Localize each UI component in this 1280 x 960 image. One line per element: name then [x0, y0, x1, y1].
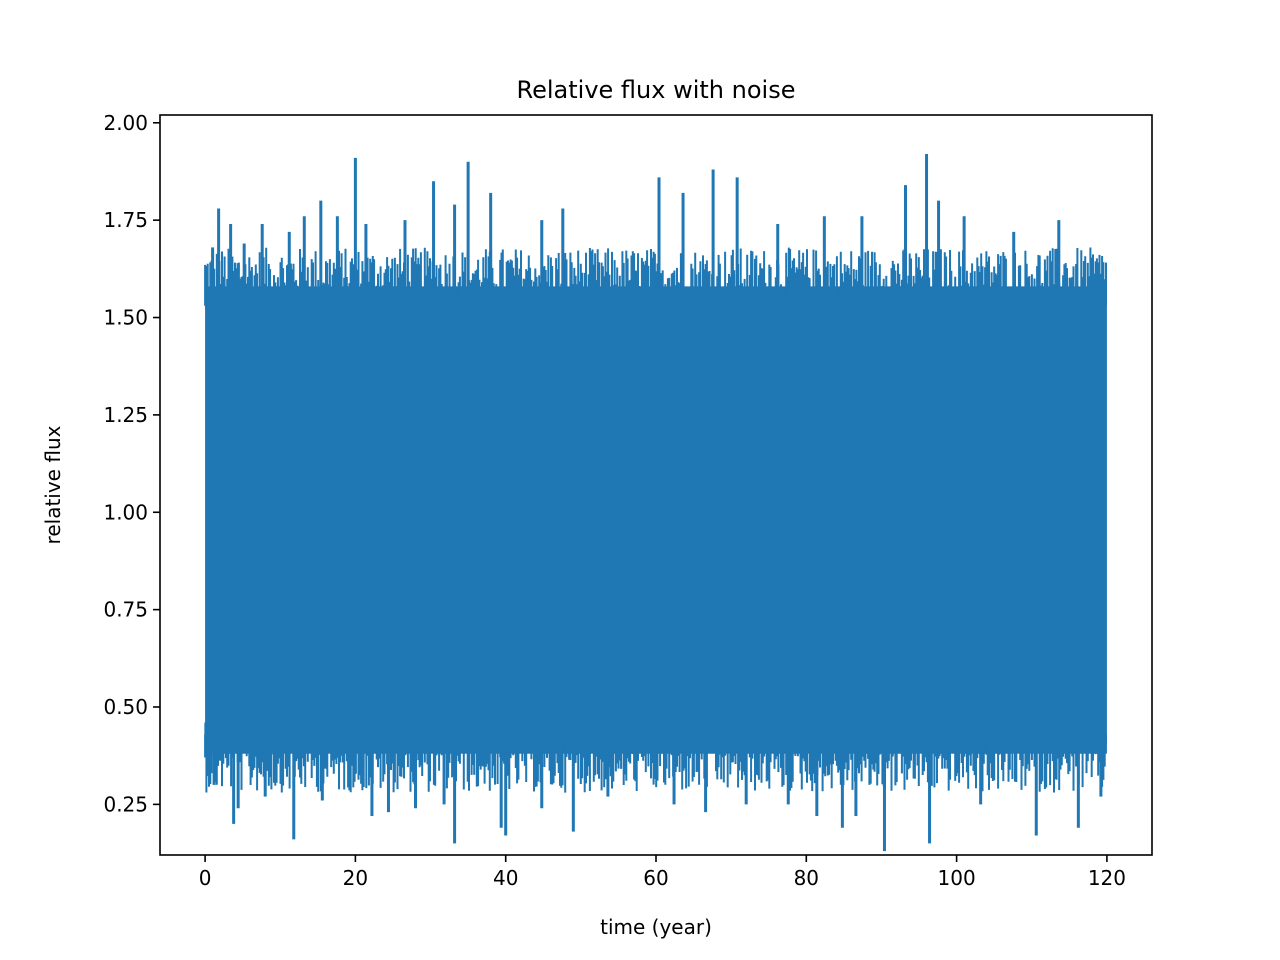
y-tick-label: 0.25	[103, 792, 148, 816]
y-tick-label: 2.00	[103, 111, 148, 135]
y-axis: 0.25 0.50 0.75 1.00 1.25 1.50 1.75 2.00	[103, 111, 160, 816]
chart-title: Relative flux with noise	[517, 76, 796, 104]
y-tick-label: 0.50	[103, 695, 148, 719]
y-tick-label: 1.75	[103, 208, 148, 232]
x-axis: 0 20 40 60 80 100 120	[199, 855, 1126, 890]
x-tick-label: 100	[938, 866, 976, 890]
x-tick-label: 20	[343, 866, 368, 890]
x-axis-label: time (year)	[600, 915, 712, 939]
series-body	[205, 286, 1107, 754]
y-tick-label: 0.75	[103, 598, 148, 622]
x-tick-label: 80	[794, 866, 819, 890]
x-tick-label: 60	[643, 866, 668, 890]
x-tick-label: 0	[199, 866, 212, 890]
series-layer	[204, 153, 1107, 852]
y-tick-label: 1.50	[103, 306, 148, 330]
y-tick-label: 1.00	[103, 500, 148, 524]
y-axis-label: relative flux	[41, 425, 65, 544]
y-tick-label: 1.25	[103, 403, 148, 427]
x-tick-label: 120	[1088, 866, 1126, 890]
x-tick-label: 40	[493, 866, 518, 890]
